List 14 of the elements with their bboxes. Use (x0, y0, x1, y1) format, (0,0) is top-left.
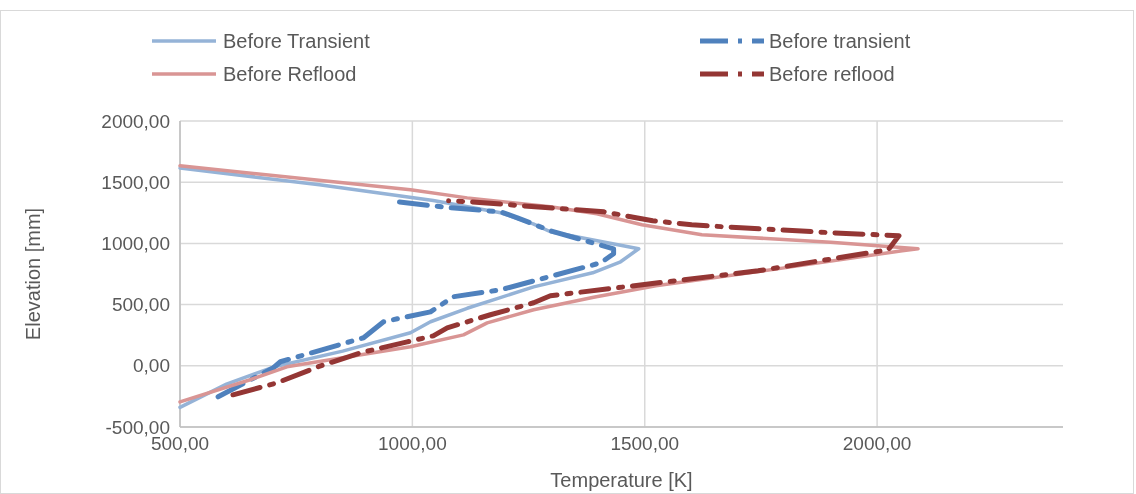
x-tick-label: 2000,00 (842, 433, 912, 454)
x-tick-label: 1500,00 (610, 433, 680, 454)
y-tick-label: 500,00 (111, 294, 170, 316)
x-axis-title: Temperature [K] (550, 469, 693, 491)
y-tick-label: 0,00 (133, 355, 170, 377)
y-axis-title: Elevation [mm] (22, 207, 44, 341)
x-tick-label: 1000,00 (378, 433, 447, 454)
legend-label: Before Transient (223, 30, 371, 52)
legend-label: Before Reflood (223, 63, 357, 85)
y-tick-label: 1000,00 (101, 233, 170, 255)
legend-label: Before transient (769, 30, 911, 52)
legend-label: Before reflood (769, 63, 895, 85)
y-tick-label: 2000,00 (101, 110, 170, 132)
y-tick-label: 1500,00 (101, 171, 170, 193)
